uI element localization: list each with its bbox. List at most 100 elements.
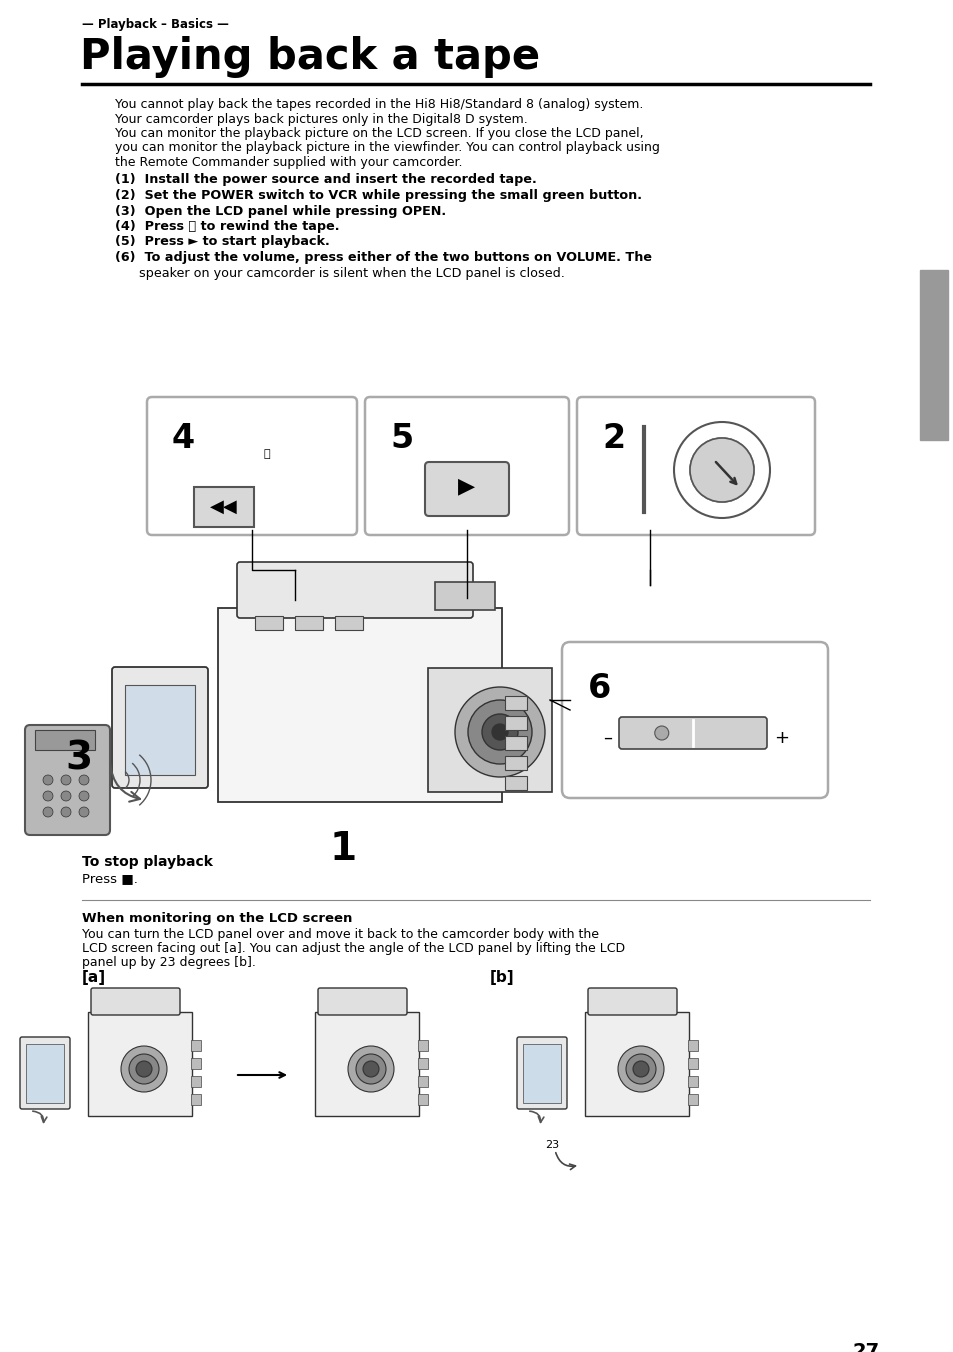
Text: When monitoring on the LCD screen: When monitoring on the LCD screen bbox=[82, 913, 352, 925]
Bar bbox=[417, 1094, 428, 1105]
Circle shape bbox=[79, 775, 89, 786]
FancyBboxPatch shape bbox=[561, 642, 827, 798]
Text: (2)  Set the POWER switch to VCR while pressing the small green button.: (2) Set the POWER switch to VCR while pr… bbox=[115, 189, 641, 201]
Text: You cannot play back the tapes recorded in the Hi8 Hi8/Standard 8 (analog) syste: You cannot play back the tapes recorded … bbox=[115, 97, 642, 111]
Circle shape bbox=[625, 1055, 656, 1084]
Circle shape bbox=[129, 1055, 159, 1084]
Bar bbox=[254, 617, 283, 630]
FancyBboxPatch shape bbox=[25, 725, 110, 836]
Text: Playback – Basics: Playback – Basics bbox=[928, 310, 938, 400]
Circle shape bbox=[689, 438, 753, 502]
Bar bbox=[687, 1040, 698, 1051]
Text: You can monitor the playback picture on the LCD screen. If you close the LCD pan: You can monitor the playback picture on … bbox=[115, 127, 643, 141]
Bar bbox=[504, 776, 526, 790]
Text: (1)  Install the power source and insert the recorded tape.: (1) Install the power source and insert … bbox=[115, 173, 537, 187]
Text: –: – bbox=[603, 729, 612, 748]
Bar bbox=[125, 685, 194, 775]
Circle shape bbox=[468, 700, 532, 764]
Text: (5)  Press ► to start playback.: (5) Press ► to start playback. bbox=[115, 235, 330, 249]
FancyBboxPatch shape bbox=[236, 562, 473, 618]
Text: 23: 23 bbox=[544, 1140, 558, 1151]
Text: 5: 5 bbox=[390, 422, 413, 456]
Text: [a]: [a] bbox=[82, 969, 106, 986]
Bar bbox=[191, 1094, 201, 1105]
Circle shape bbox=[654, 726, 668, 740]
Text: the Remote Commander supplied with your camcorder.: the Remote Commander supplied with your … bbox=[115, 155, 462, 169]
FancyArrowPatch shape bbox=[110, 763, 140, 802]
FancyBboxPatch shape bbox=[584, 1013, 688, 1115]
FancyBboxPatch shape bbox=[365, 397, 568, 535]
Bar bbox=[687, 1076, 698, 1087]
Circle shape bbox=[43, 791, 53, 800]
Circle shape bbox=[481, 714, 517, 750]
Text: 27: 27 bbox=[852, 1343, 879, 1352]
Circle shape bbox=[633, 1061, 648, 1078]
Circle shape bbox=[61, 775, 71, 786]
FancyBboxPatch shape bbox=[314, 1013, 418, 1115]
Circle shape bbox=[61, 791, 71, 800]
Circle shape bbox=[61, 807, 71, 817]
Text: you can monitor the playback picture in the viewfinder. You can control playback: you can monitor the playback picture in … bbox=[115, 142, 659, 154]
Bar bbox=[919, 270, 947, 439]
Text: ▶: ▶ bbox=[458, 476, 475, 496]
FancyArrowPatch shape bbox=[32, 1111, 47, 1122]
Text: (4)  Press ⏪ to rewind the tape.: (4) Press ⏪ to rewind the tape. bbox=[115, 220, 339, 233]
FancyBboxPatch shape bbox=[577, 397, 814, 535]
Text: ◀◀: ◀◀ bbox=[210, 498, 237, 516]
Bar bbox=[35, 730, 95, 750]
Bar bbox=[504, 756, 526, 771]
Circle shape bbox=[492, 725, 507, 740]
Bar bbox=[687, 1094, 698, 1105]
Text: LCD screen facing out [a]. You can adjust the angle of the LCD panel by lifting : LCD screen facing out [a]. You can adjus… bbox=[82, 942, 624, 955]
Text: [b]: [b] bbox=[490, 969, 514, 986]
Bar bbox=[522, 1044, 560, 1103]
Text: panel up by 23 degrees [b].: panel up by 23 degrees [b]. bbox=[82, 956, 255, 969]
Text: — Playback – Basics —: — Playback – Basics — bbox=[82, 18, 229, 31]
Circle shape bbox=[348, 1046, 394, 1092]
Bar bbox=[417, 1040, 428, 1051]
Text: You can turn the LCD panel over and move it back to the camcorder body with the: You can turn the LCD panel over and move… bbox=[82, 927, 598, 941]
Text: +: + bbox=[774, 729, 789, 748]
FancyBboxPatch shape bbox=[618, 717, 766, 749]
Bar bbox=[687, 1059, 698, 1069]
Bar bbox=[504, 717, 526, 730]
Text: To stop playback: To stop playback bbox=[82, 854, 213, 869]
FancyBboxPatch shape bbox=[428, 668, 552, 792]
FancyBboxPatch shape bbox=[147, 397, 356, 535]
Text: speaker on your camcorder is silent when the LCD panel is closed.: speaker on your camcorder is silent when… bbox=[115, 266, 564, 280]
Circle shape bbox=[79, 791, 89, 800]
FancyBboxPatch shape bbox=[112, 667, 208, 788]
Text: 1: 1 bbox=[330, 830, 356, 868]
FancyBboxPatch shape bbox=[88, 1013, 192, 1115]
Bar bbox=[191, 1040, 201, 1051]
FancyBboxPatch shape bbox=[587, 988, 677, 1015]
Circle shape bbox=[43, 807, 53, 817]
Text: 2: 2 bbox=[601, 422, 624, 456]
FancyBboxPatch shape bbox=[424, 462, 509, 516]
Bar bbox=[417, 1059, 428, 1069]
Circle shape bbox=[79, 807, 89, 817]
Text: 3: 3 bbox=[65, 740, 92, 777]
Circle shape bbox=[455, 687, 544, 777]
Circle shape bbox=[618, 1046, 663, 1092]
FancyArrowPatch shape bbox=[529, 1111, 543, 1122]
FancyBboxPatch shape bbox=[317, 988, 407, 1015]
FancyBboxPatch shape bbox=[193, 487, 253, 527]
Circle shape bbox=[355, 1055, 386, 1084]
Bar bbox=[417, 1076, 428, 1087]
Text: 4: 4 bbox=[172, 422, 195, 456]
FancyBboxPatch shape bbox=[20, 1037, 70, 1109]
Bar bbox=[294, 617, 323, 630]
Bar bbox=[504, 696, 526, 710]
Bar bbox=[191, 1059, 201, 1069]
FancyBboxPatch shape bbox=[91, 988, 180, 1015]
Text: (6)  To adjust the volume, press either of the two buttons on VOLUME. The: (6) To adjust the volume, press either o… bbox=[115, 251, 651, 264]
Circle shape bbox=[121, 1046, 167, 1092]
Text: (3)  Open the LCD panel while pressing OPEN.: (3) Open the LCD panel while pressing OP… bbox=[115, 204, 446, 218]
Text: Playing back a tape: Playing back a tape bbox=[80, 37, 539, 78]
Bar bbox=[435, 581, 495, 610]
Circle shape bbox=[136, 1061, 152, 1078]
FancyBboxPatch shape bbox=[517, 1037, 566, 1109]
Text: ⏪: ⏪ bbox=[263, 449, 270, 458]
Bar bbox=[191, 1076, 201, 1087]
